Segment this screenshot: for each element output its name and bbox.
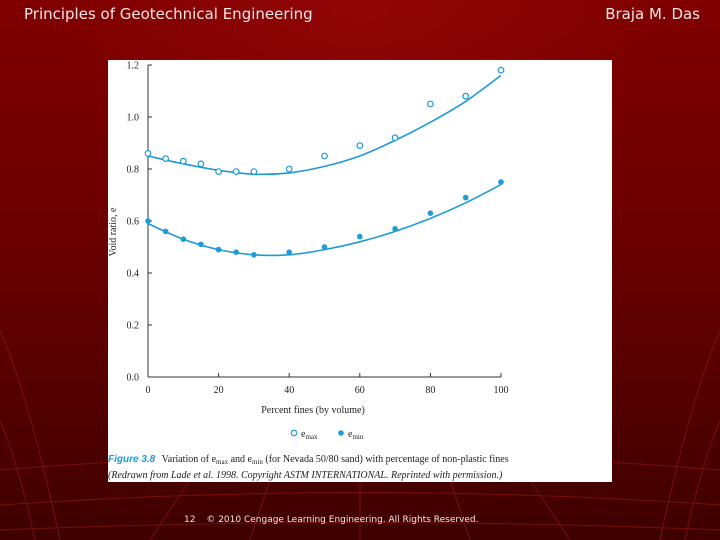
- figure-panel: 0 20 40 60 80 100 0.0 0.2 0.4 0.6 0.8 1.0 1.2 Percen…: [108, 60, 612, 482]
- point-emin: [321, 244, 328, 250]
- caption-text-c: (for Nevada 50/80 sand) with percentage …: [263, 454, 509, 465]
- svg-text:emin: emin: [348, 429, 364, 441]
- caption-sub-max: max: [216, 458, 229, 466]
- x-tick-label: 100: [494, 385, 509, 396]
- point-emin: [198, 241, 204, 248]
- legend-marker-emax: [290, 429, 298, 437]
- point-emin: [357, 233, 363, 240]
- x-tick-label: 40: [284, 385, 294, 396]
- y-axis-label: Void ratio, e: [108, 207, 119, 257]
- page-number: 12: [184, 515, 196, 525]
- legend-label-emax: e: [301, 429, 306, 440]
- y-tick-label: 1.2: [127, 61, 140, 72]
- x-tick-label: 60: [355, 385, 365, 396]
- point-emax: [250, 168, 258, 175]
- x-axis-label: Percent fines (by volume): [261, 405, 365, 416]
- caption-sub-min: min: [252, 458, 263, 466]
- point-emin: [498, 179, 504, 185]
- point-emin: [145, 218, 151, 224]
- point-emin: [162, 228, 169, 235]
- point-emax: [321, 152, 328, 160]
- point-emin: [286, 249, 292, 255]
- point-emax: [356, 142, 364, 149]
- legend-sub-emin: min: [352, 433, 363, 441]
- point-emax: [427, 100, 434, 108]
- trend-line-emax: [147, 74, 502, 176]
- point-emax: [197, 160, 205, 168]
- point-emin: [427, 210, 434, 216]
- void-ratio-chart: 0 20 40 60 80 100 0.0 0.2 0.4 0.6 0.8 1.0 1.2 Percen…: [108, 61, 509, 482]
- point-emax: [215, 168, 222, 175]
- y-tick-label: 0.0: [127, 373, 140, 384]
- point-emax: [391, 134, 399, 142]
- point-emin: [462, 194, 469, 201]
- slide-footer: 12 © 2010 Cengage Learning Engineering. …: [184, 515, 487, 525]
- point-emin: [233, 249, 240, 255]
- point-emax: [497, 66, 505, 74]
- point-emin: [215, 246, 222, 253]
- point-emin: [392, 226, 398, 232]
- point-emax: [162, 155, 170, 162]
- caption-text-b: and e: [228, 454, 252, 465]
- point-emax: [144, 149, 152, 157]
- copyright-notice: © 2010 Cengage Learning Engineering. All…: [206, 515, 479, 525]
- legend-label-emin: e: [348, 429, 353, 440]
- point-emin: [180, 236, 187, 242]
- y-tick-label: 0.8: [127, 165, 140, 176]
- point-emin: [251, 252, 257, 258]
- data-points: [144, 66, 505, 258]
- y-tick-label: 1.0: [127, 113, 140, 124]
- point-emax: [232, 168, 240, 175]
- presentation-title: Principles of Geotechnical Engineering: [24, 5, 313, 23]
- caption-text-a: Variation of e: [162, 454, 217, 465]
- x-tick-label: 80: [425, 385, 435, 396]
- legend-sub-emax: max: [305, 433, 318, 441]
- y-tick-label: 0.4: [127, 269, 140, 280]
- figure-caption-line2: (Redrawn from Lade et al. 1998. Copyrigh…: [108, 470, 503, 481]
- figure-label: Figure 3.8: [108, 454, 156, 465]
- author-name: Braja M. Das: [605, 5, 700, 23]
- figure-caption-line1: Figure 3.8 Variation of emax and emin (f…: [108, 454, 509, 466]
- legend-marker-emin: [338, 430, 344, 436]
- x-tick-label: 0: [146, 385, 151, 396]
- y-tick-label: 0.6: [127, 217, 140, 228]
- point-emax: [179, 157, 187, 165]
- svg-text:emax: emax: [301, 429, 318, 441]
- y-tick-label: 0.2: [127, 321, 140, 332]
- point-emax: [285, 165, 293, 173]
- point-emax: [462, 92, 470, 100]
- legend: emax emin: [290, 429, 364, 441]
- x-tick-label: 20: [214, 385, 224, 396]
